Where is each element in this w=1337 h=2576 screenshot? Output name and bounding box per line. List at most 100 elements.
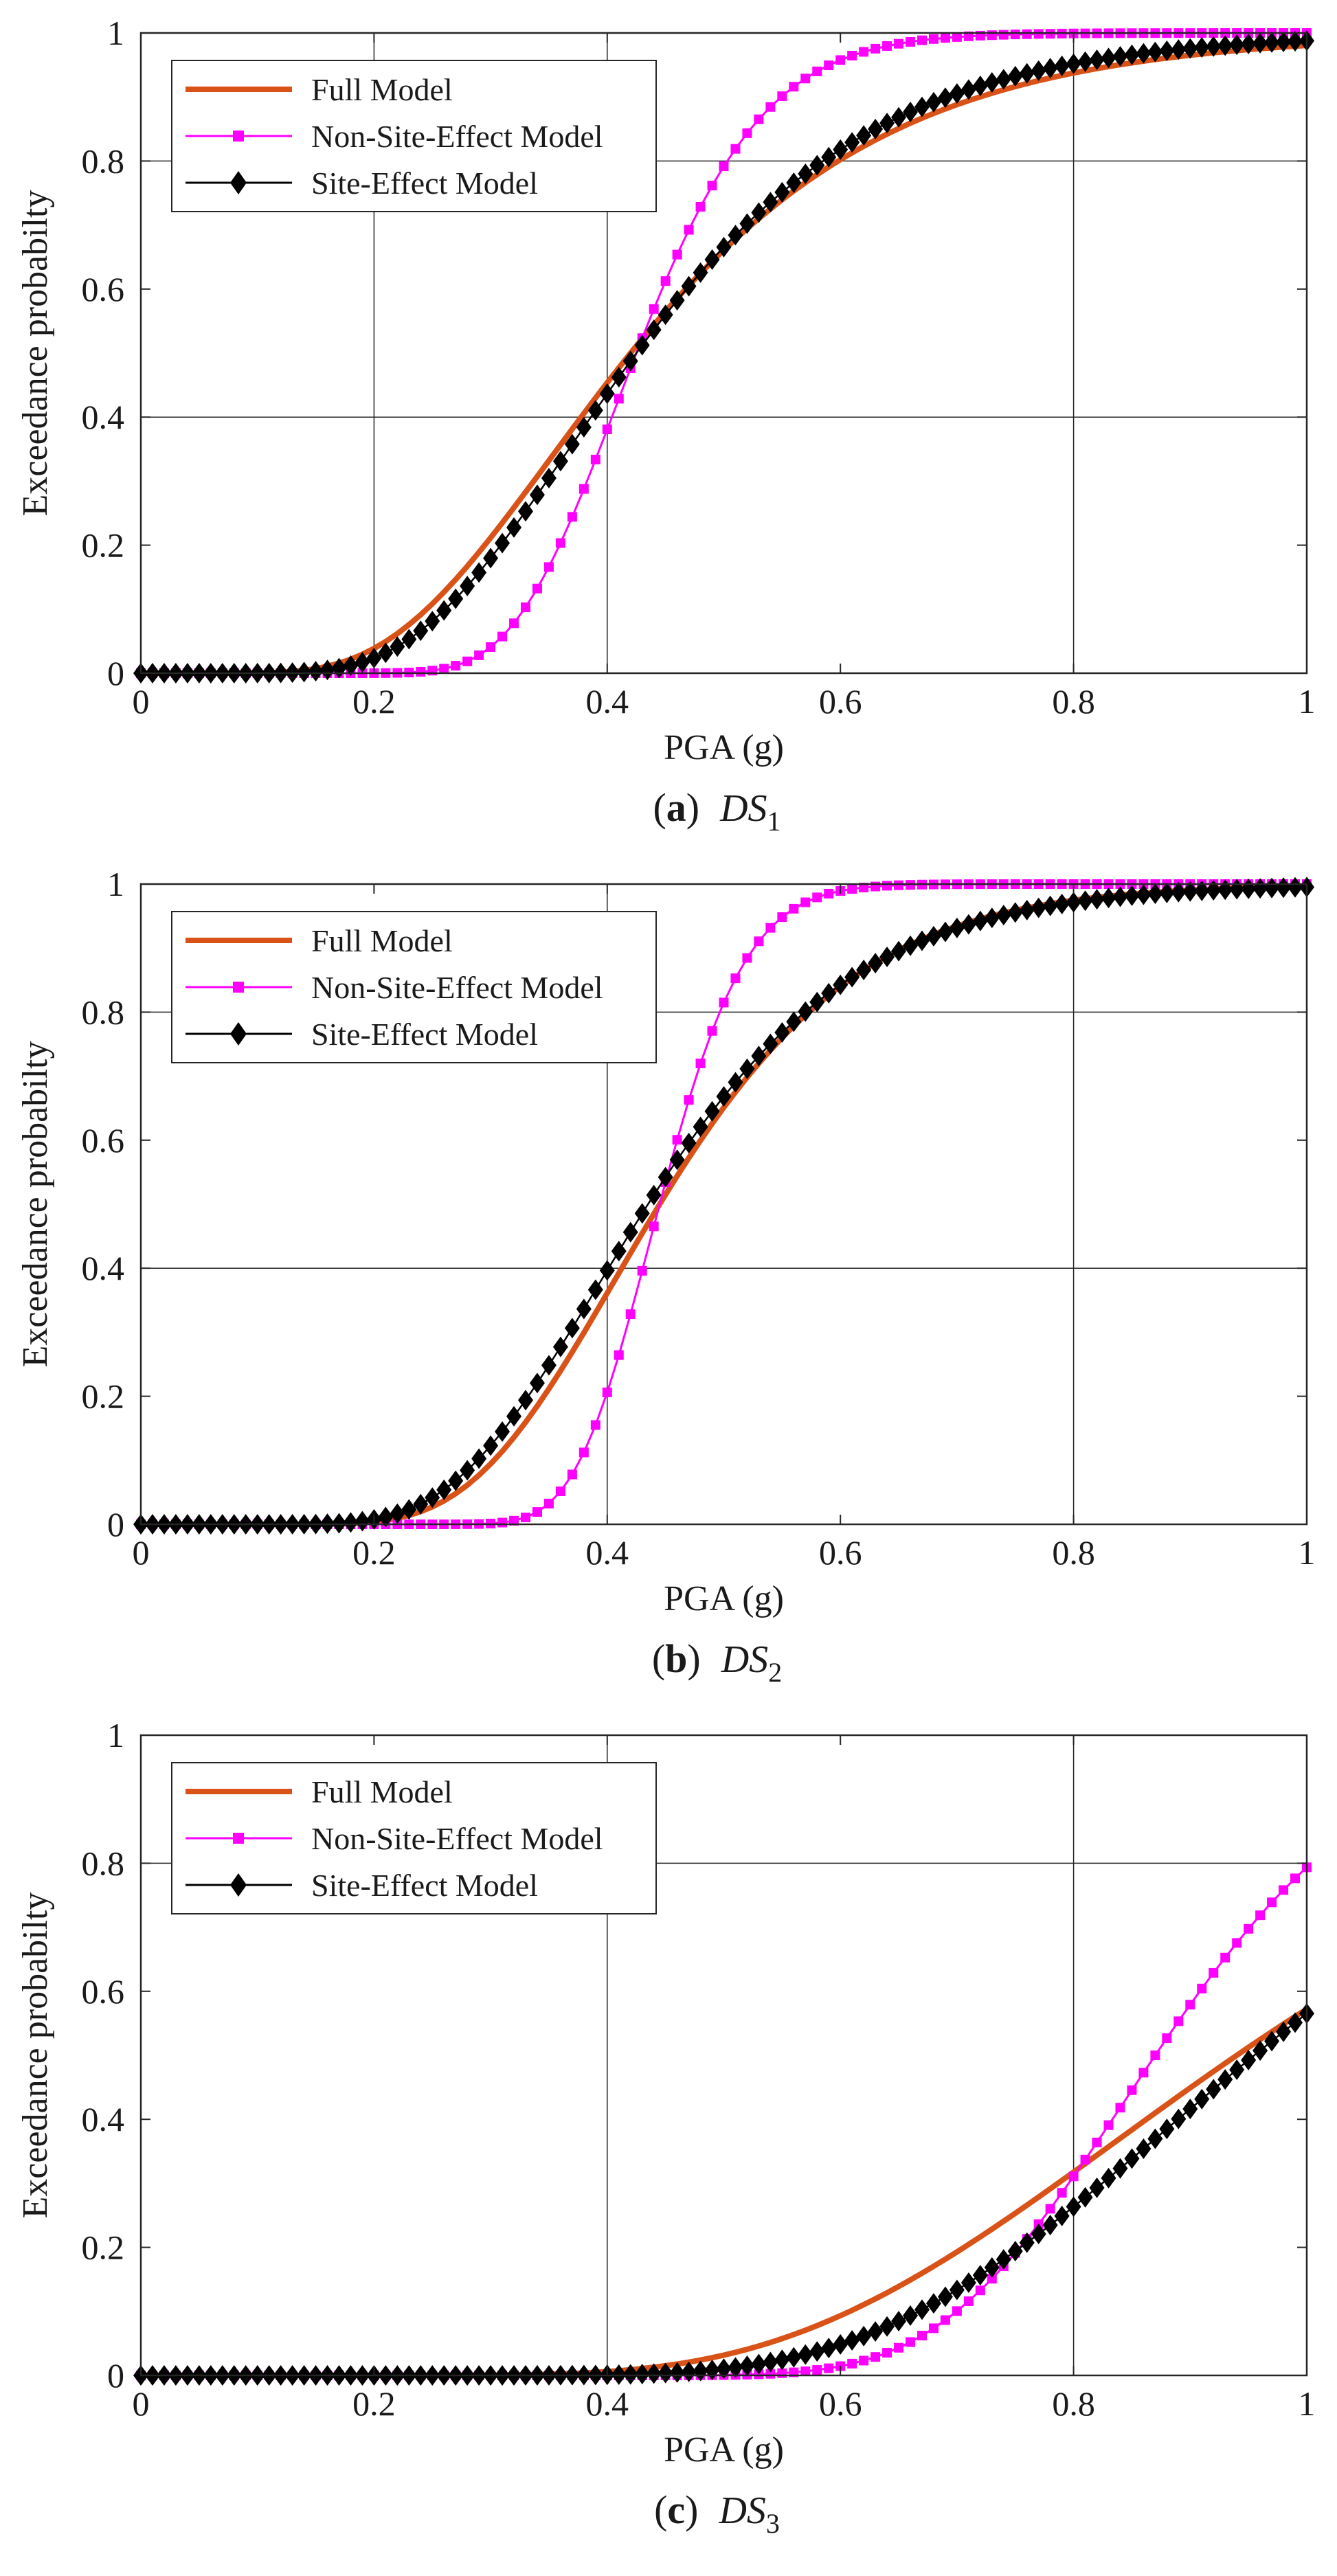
data-point (1019, 2232, 1035, 2253)
data-point (532, 1507, 542, 1517)
data-point (1101, 2167, 1116, 2189)
data-point (847, 884, 857, 894)
data-point (940, 2315, 950, 2325)
y-tick-label: 0.6 (82, 270, 125, 308)
y-tick-label: 0.2 (82, 1377, 125, 1416)
data-point (1115, 2103, 1125, 2113)
data-point (506, 517, 522, 538)
data-point (789, 82, 799, 92)
data-point (1138, 2068, 1149, 2078)
data-point (1124, 2148, 1140, 2169)
data-point (1077, 890, 1093, 912)
data-point (413, 1493, 429, 1515)
data-point (1185, 2000, 1195, 2010)
data-point (587, 400, 603, 421)
panel-b: 0 0.2 0.4 0.6 0.8 1 0 0.2 0.4 0.6 0.8 1 PGA (g) Excee… (16, 865, 1316, 1688)
data-point (868, 2320, 884, 2342)
data-point (707, 181, 717, 191)
data-point (1019, 63, 1035, 84)
x-tick-label: 0.6 (819, 1533, 862, 1572)
data-point (821, 982, 837, 1004)
data-point (1206, 36, 1222, 57)
data-point (870, 2352, 881, 2362)
panel-a: 0 0.2 0.4 0.6 0.8 1 0 0.2 0.4 0.6 0.8 1 PGA (g) Excee… (16, 14, 1316, 837)
data-point (1290, 1873, 1301, 1884)
x-tick-label: 0.6 (819, 2384, 862, 2423)
y-axis-label: Exceedance probabilty (16, 1041, 55, 1368)
data-point (821, 2338, 837, 2359)
data-point (529, 484, 545, 506)
data-point (1244, 1923, 1254, 1934)
data-point (952, 2306, 962, 2316)
y-axis-label: Exceedance probabilty (16, 1893, 55, 2219)
legend-label: Non-Site-Effect Model (311, 1821, 603, 1856)
data-point (1042, 58, 1058, 79)
data-point (1171, 881, 1187, 903)
y-tick-label: 1 (107, 14, 124, 52)
data-point (835, 55, 846, 65)
x-tick-label: 0.8 (1052, 682, 1095, 721)
data-point (1054, 2205, 1070, 2226)
data-point (576, 416, 592, 438)
data-point (649, 304, 659, 314)
data-point (355, 652, 370, 673)
data-point (1267, 1897, 1277, 1908)
data-point (401, 629, 417, 650)
data-point (518, 1390, 534, 1411)
data-point (984, 2257, 1000, 2278)
legend-marker (230, 171, 247, 194)
data-point (1066, 2196, 1081, 2217)
x-axis-label: PGA (g) (664, 2430, 784, 2470)
y-tick-label: 0.8 (82, 993, 125, 1031)
legend-item-site-effect-model: Site-Effect Model (186, 1868, 538, 1903)
legend-marker (233, 131, 244, 142)
data-point (637, 1265, 647, 1276)
data-point (567, 1469, 577, 1480)
data-point (833, 974, 849, 995)
data-point (497, 631, 508, 642)
data-point (984, 907, 1000, 929)
axes-frame (139, 32, 1308, 675)
data-point (833, 139, 849, 160)
data-point (543, 1498, 554, 1509)
data-point (1077, 51, 1093, 72)
data-point (1171, 2108, 1187, 2129)
data-point (894, 2342, 904, 2353)
legend-marker (233, 982, 244, 993)
data-point (1101, 47, 1116, 69)
data-point (1136, 2138, 1151, 2159)
data-point (1159, 40, 1175, 61)
data-point (798, 163, 813, 184)
data-point (719, 997, 729, 1008)
data-point (975, 2285, 985, 2296)
data-point (847, 2358, 857, 2369)
data-point (366, 647, 382, 668)
data-point (972, 2265, 988, 2286)
x-tick-label: 0.8 (1052, 1533, 1095, 1572)
data-point (460, 576, 475, 597)
data-point (611, 367, 627, 388)
data-point (996, 905, 1011, 926)
data-point (1264, 2031, 1280, 2052)
y-tick-label: 0.2 (82, 2228, 125, 2267)
data-point (509, 1515, 519, 1526)
data-point (707, 1026, 717, 1036)
data-point (1147, 883, 1163, 905)
data-point (903, 101, 919, 122)
data-point (509, 618, 519, 629)
data-point (798, 1001, 813, 1022)
data-point (296, 662, 312, 683)
data-point (786, 2347, 802, 2368)
data-point (763, 1033, 778, 1054)
data-point (789, 903, 799, 914)
data-point (1124, 885, 1140, 906)
data-point (451, 661, 461, 671)
data-point (614, 394, 624, 404)
data-point (602, 1387, 612, 1397)
x-tick-label: 0.6 (819, 682, 862, 721)
data-point (914, 2299, 930, 2320)
data-point (774, 1022, 790, 1043)
data-point (777, 91, 787, 101)
data-point (552, 1336, 568, 1357)
data-point (870, 881, 881, 892)
